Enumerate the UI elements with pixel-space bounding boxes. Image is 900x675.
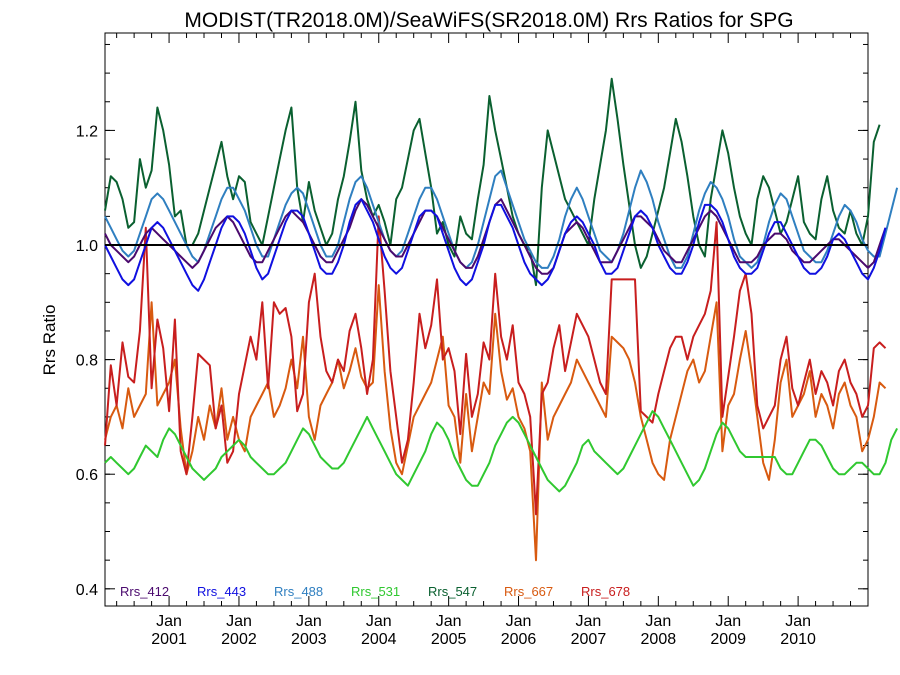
y-axis-label: Rrs Ratio — [40, 305, 59, 376]
y-tick-label: 1.2 — [76, 123, 98, 140]
series-line-rrs-443 — [104, 198, 887, 292]
x-tick-label-month: Jan — [576, 613, 602, 630]
x-tick-label-month: Jan — [506, 613, 532, 630]
series-line-rrs-488 — [104, 169, 899, 269]
x-tick-label-year: 2004 — [361, 631, 397, 648]
legend-item-rrs-547: Rrs_547 — [428, 584, 477, 599]
y-tick-label: 1.0 — [76, 238, 98, 255]
chart-title: MODIST(TR2018.0M)/SeaWiFS(SR2018.0M) Rrs… — [184, 9, 793, 32]
x-axis: Jan2001Jan2002Jan2003Jan2004Jan2005Jan20… — [116, 33, 852, 648]
x-tick-label-month: Jan — [156, 613, 182, 630]
x-tick-label-year: 2006 — [501, 631, 537, 648]
x-tick-label-year: 2008 — [641, 631, 677, 648]
series-line-rrs-678 — [104, 215, 887, 516]
y-tick-label: 0.6 — [76, 467, 98, 484]
x-tick-label-month: Jan — [436, 613, 462, 630]
x-tick-label-month: Jan — [715, 613, 741, 630]
x-tick-label-year: 2003 — [291, 631, 327, 648]
x-tick-label-month: Jan — [645, 613, 671, 630]
x-tick-label-month: Jan — [296, 613, 322, 630]
legend-item-rrs-443: Rrs_443 — [197, 584, 246, 599]
x-tick-label-year: 2001 — [151, 631, 187, 648]
legend-item-rrs-678: Rrs_678 — [581, 584, 630, 599]
x-tick-label-month: Jan — [226, 613, 252, 630]
x-tick-label-year: 2005 — [431, 631, 467, 648]
x-tick-label-year: 2002 — [221, 631, 257, 648]
x-tick-label-month: Jan — [366, 613, 392, 630]
x-tick-label-year: 2007 — [571, 631, 607, 648]
x-tick-label-year: 2009 — [710, 631, 746, 648]
y-tick-label: 0.4 — [76, 582, 98, 599]
series-lines — [104, 77, 899, 562]
series-line-rrs-547 — [104, 77, 881, 287]
y-tick-label: 0.8 — [76, 353, 98, 370]
series-line-rrs-531 — [104, 410, 898, 493]
x-tick-label-month: Jan — [785, 613, 811, 630]
legend-item-rrs-531: Rrs_531 — [351, 584, 400, 599]
legend-item-rrs-412: Rrs_412 — [120, 584, 169, 599]
legend-item-rrs-488: Rrs_488 — [274, 584, 323, 599]
x-tick-label-year: 2010 — [780, 631, 816, 648]
plot-frame — [104, 32, 869, 607]
legend: Rrs_412 Rrs_443 Rrs_488 Rrs_531 Rrs_547 Rrs_6… — [120, 584, 630, 599]
legend-item-rrs-667: Rrs_667 — [504, 584, 553, 599]
